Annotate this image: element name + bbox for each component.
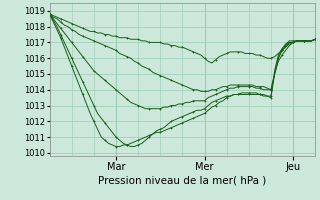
X-axis label: Pression niveau de la mer( hPa ): Pression niveau de la mer( hPa ) [98, 176, 267, 186]
